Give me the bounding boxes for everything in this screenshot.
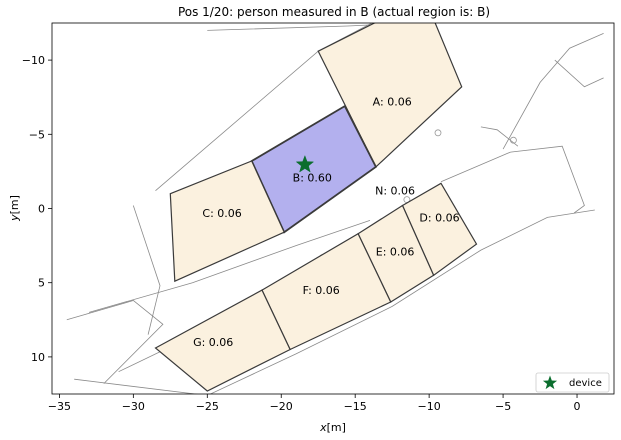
x-tick-label: 0 (574, 400, 581, 413)
region-label-N: N: 0.06 (375, 185, 415, 198)
region-C (169, 160, 285, 283)
device-marker (295, 154, 315, 173)
legend-box (535, 372, 610, 393)
legend: device (535, 372, 610, 393)
chart-title: Pos 1/20: person measured in B (actual r… (178, 5, 490, 19)
floorplan-line (554, 59, 604, 88)
floorplan-line (440, 151, 511, 183)
x-axis-label: x[m] (319, 421, 346, 434)
x-tick-label: −10 (417, 400, 440, 413)
floorplan-line (66, 300, 164, 384)
y-axis-label-unit: [m] (8, 195, 21, 214)
y-tick-label: 5 (38, 277, 45, 290)
x-axis-label-unit: [m] (327, 421, 346, 434)
x-tick-label: −20 (270, 400, 293, 413)
region-label-C: C: 0.06 (202, 207, 241, 220)
legend-star-icon (542, 375, 558, 390)
x-tick-label: −35 (48, 400, 71, 413)
floorplan-fixture (510, 136, 517, 144)
region-label-F: F: 0.06 (303, 284, 340, 297)
region-label-A: A: 0.06 (373, 96, 412, 109)
plot-area: A: 0.06 B: 0.60 C: 0.06 D: 0.06 E: 0.06 F: 0.… (51, 22, 615, 395)
x-axis-label-var: x (319, 421, 327, 434)
regions-layer (154, 23, 478, 392)
floorplan-fixture (434, 129, 442, 137)
region-label-E: E: 0.06 (376, 246, 415, 259)
x-tick-label: −25 (196, 400, 219, 413)
region-G (154, 289, 291, 392)
floorplan-line (88, 220, 371, 313)
legend-star (542, 375, 558, 390)
y-tick-label: −5 (29, 128, 45, 141)
y-axis-label-var: y (8, 214, 21, 222)
y-tick-label: 0 (38, 203, 45, 216)
floorplan-line (74, 209, 595, 394)
markers-layer (295, 154, 315, 173)
x-tick-label: −5 (495, 400, 511, 413)
y-tick-label: −10 (22, 54, 45, 67)
y-axis-label: y[m] (8, 195, 21, 222)
y-tick-label: 10 (31, 351, 45, 364)
x-tick-label: −30 (122, 400, 145, 413)
region-label-D: D: 0.06 (419, 211, 459, 224)
floorplan-line (502, 33, 604, 150)
region-labels-layer: A: 0.06 B: 0.60 C: 0.06 D: 0.06 E: 0.06 F: 0.… (193, 96, 459, 349)
region-label-G: G: 0.06 (193, 336, 233, 349)
floor-plan-sketch (66, 23, 604, 394)
floorplan-line (510, 145, 585, 214)
legend-label-device: device (569, 378, 602, 389)
y-axis-ticks: −10 −5 0 5 10 (22, 54, 52, 364)
floorplan-line (207, 23, 421, 31)
region-label-B: B: 0.60 (293, 171, 332, 184)
floorplan-line (480, 126, 519, 147)
x-axis-ticks: −35 −30 −25 −20 −15 −10 −5 0 (48, 394, 581, 413)
floorplan-line (132, 205, 161, 335)
plot-background (52, 23, 614, 394)
x-tick-label: −15 (344, 400, 367, 413)
